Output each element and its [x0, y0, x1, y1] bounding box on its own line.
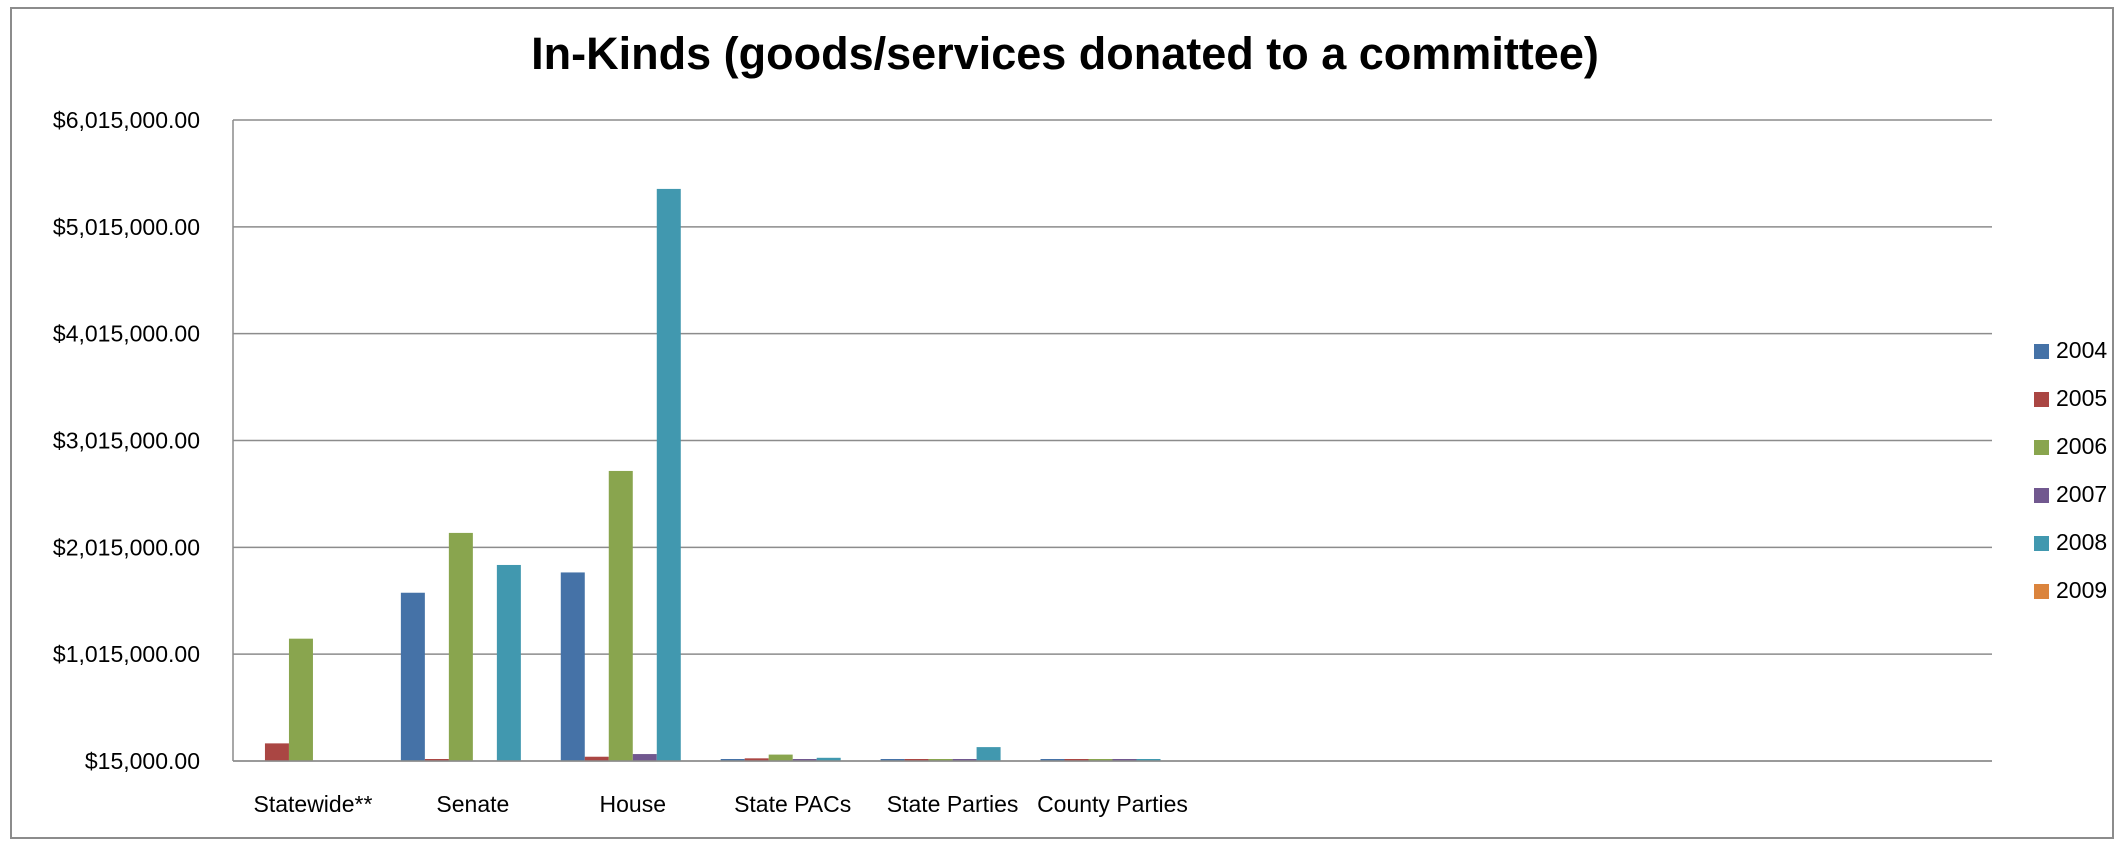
bar-2007: [792, 759, 817, 761]
bar-2005: [904, 759, 929, 761]
bar-2004: [400, 592, 425, 761]
y-tick-label: $2,015,000.00: [53, 534, 200, 560]
legend-swatch: [2034, 440, 2049, 455]
x-tick-label: County Parties: [1037, 791, 1188, 817]
bar-2004: [720, 759, 745, 761]
bar-2006: [768, 754, 793, 761]
bar-2007: [632, 754, 657, 761]
legend-swatch: [2034, 344, 2049, 359]
bar-2006: [1088, 759, 1113, 761]
bar-2005: [1064, 759, 1089, 761]
y-tick-label: $5,015,000.00: [53, 214, 200, 240]
legend-label: 2005: [2056, 385, 2108, 411]
x-tick-label: Senate: [436, 791, 509, 817]
bar-2008: [816, 757, 841, 761]
x-tick-label: Statewide**: [253, 791, 372, 817]
chart-title: In-Kinds (goods/services donated to a co…: [531, 28, 1599, 79]
bar-2006: [288, 638, 313, 761]
bar-2004: [1040, 759, 1065, 761]
bar-2006: [448, 532, 473, 761]
legend-swatch: [2034, 584, 2049, 599]
legend-label: 2004: [2056, 337, 2108, 363]
bar-2008: [496, 564, 521, 761]
y-tick-label: $1,015,000.00: [53, 641, 200, 667]
legend-label: 2009: [2056, 577, 2108, 603]
x-tick-label: House: [600, 791, 666, 817]
x-tick-label: State Parties: [887, 791, 1019, 817]
bar-2004: [880, 759, 905, 761]
bar-2005: [264, 743, 289, 761]
bar-2007: [1112, 759, 1137, 761]
legend-label: 2007: [2056, 481, 2108, 507]
bar-2005: [584, 756, 609, 761]
y-tick-label: $6,015,000.00: [53, 107, 200, 133]
legend-swatch: [2034, 488, 2049, 503]
bar-2004: [560, 572, 585, 761]
legend-swatch: [2034, 392, 2049, 407]
bar-2007: [952, 759, 977, 761]
bar-2006: [928, 759, 953, 761]
legend-label: 2006: [2056, 433, 2108, 459]
y-tick-label: $15,000.00: [85, 748, 200, 774]
chart-frame: [10, 7, 2114, 839]
bar-2008: [1136, 759, 1161, 761]
bar-2008: [656, 188, 681, 762]
bar-2008: [976, 747, 1001, 761]
y-tick-label: $3,015,000.00: [53, 428, 200, 454]
legend-label: 2008: [2056, 529, 2108, 555]
legend-swatch: [2034, 536, 2049, 551]
y-tick-label: $4,015,000.00: [53, 321, 200, 347]
bar-2006: [608, 470, 633, 761]
bar-2005: [744, 758, 769, 761]
x-tick-label: State PACs: [734, 791, 851, 817]
bar-2005: [424, 759, 449, 761]
